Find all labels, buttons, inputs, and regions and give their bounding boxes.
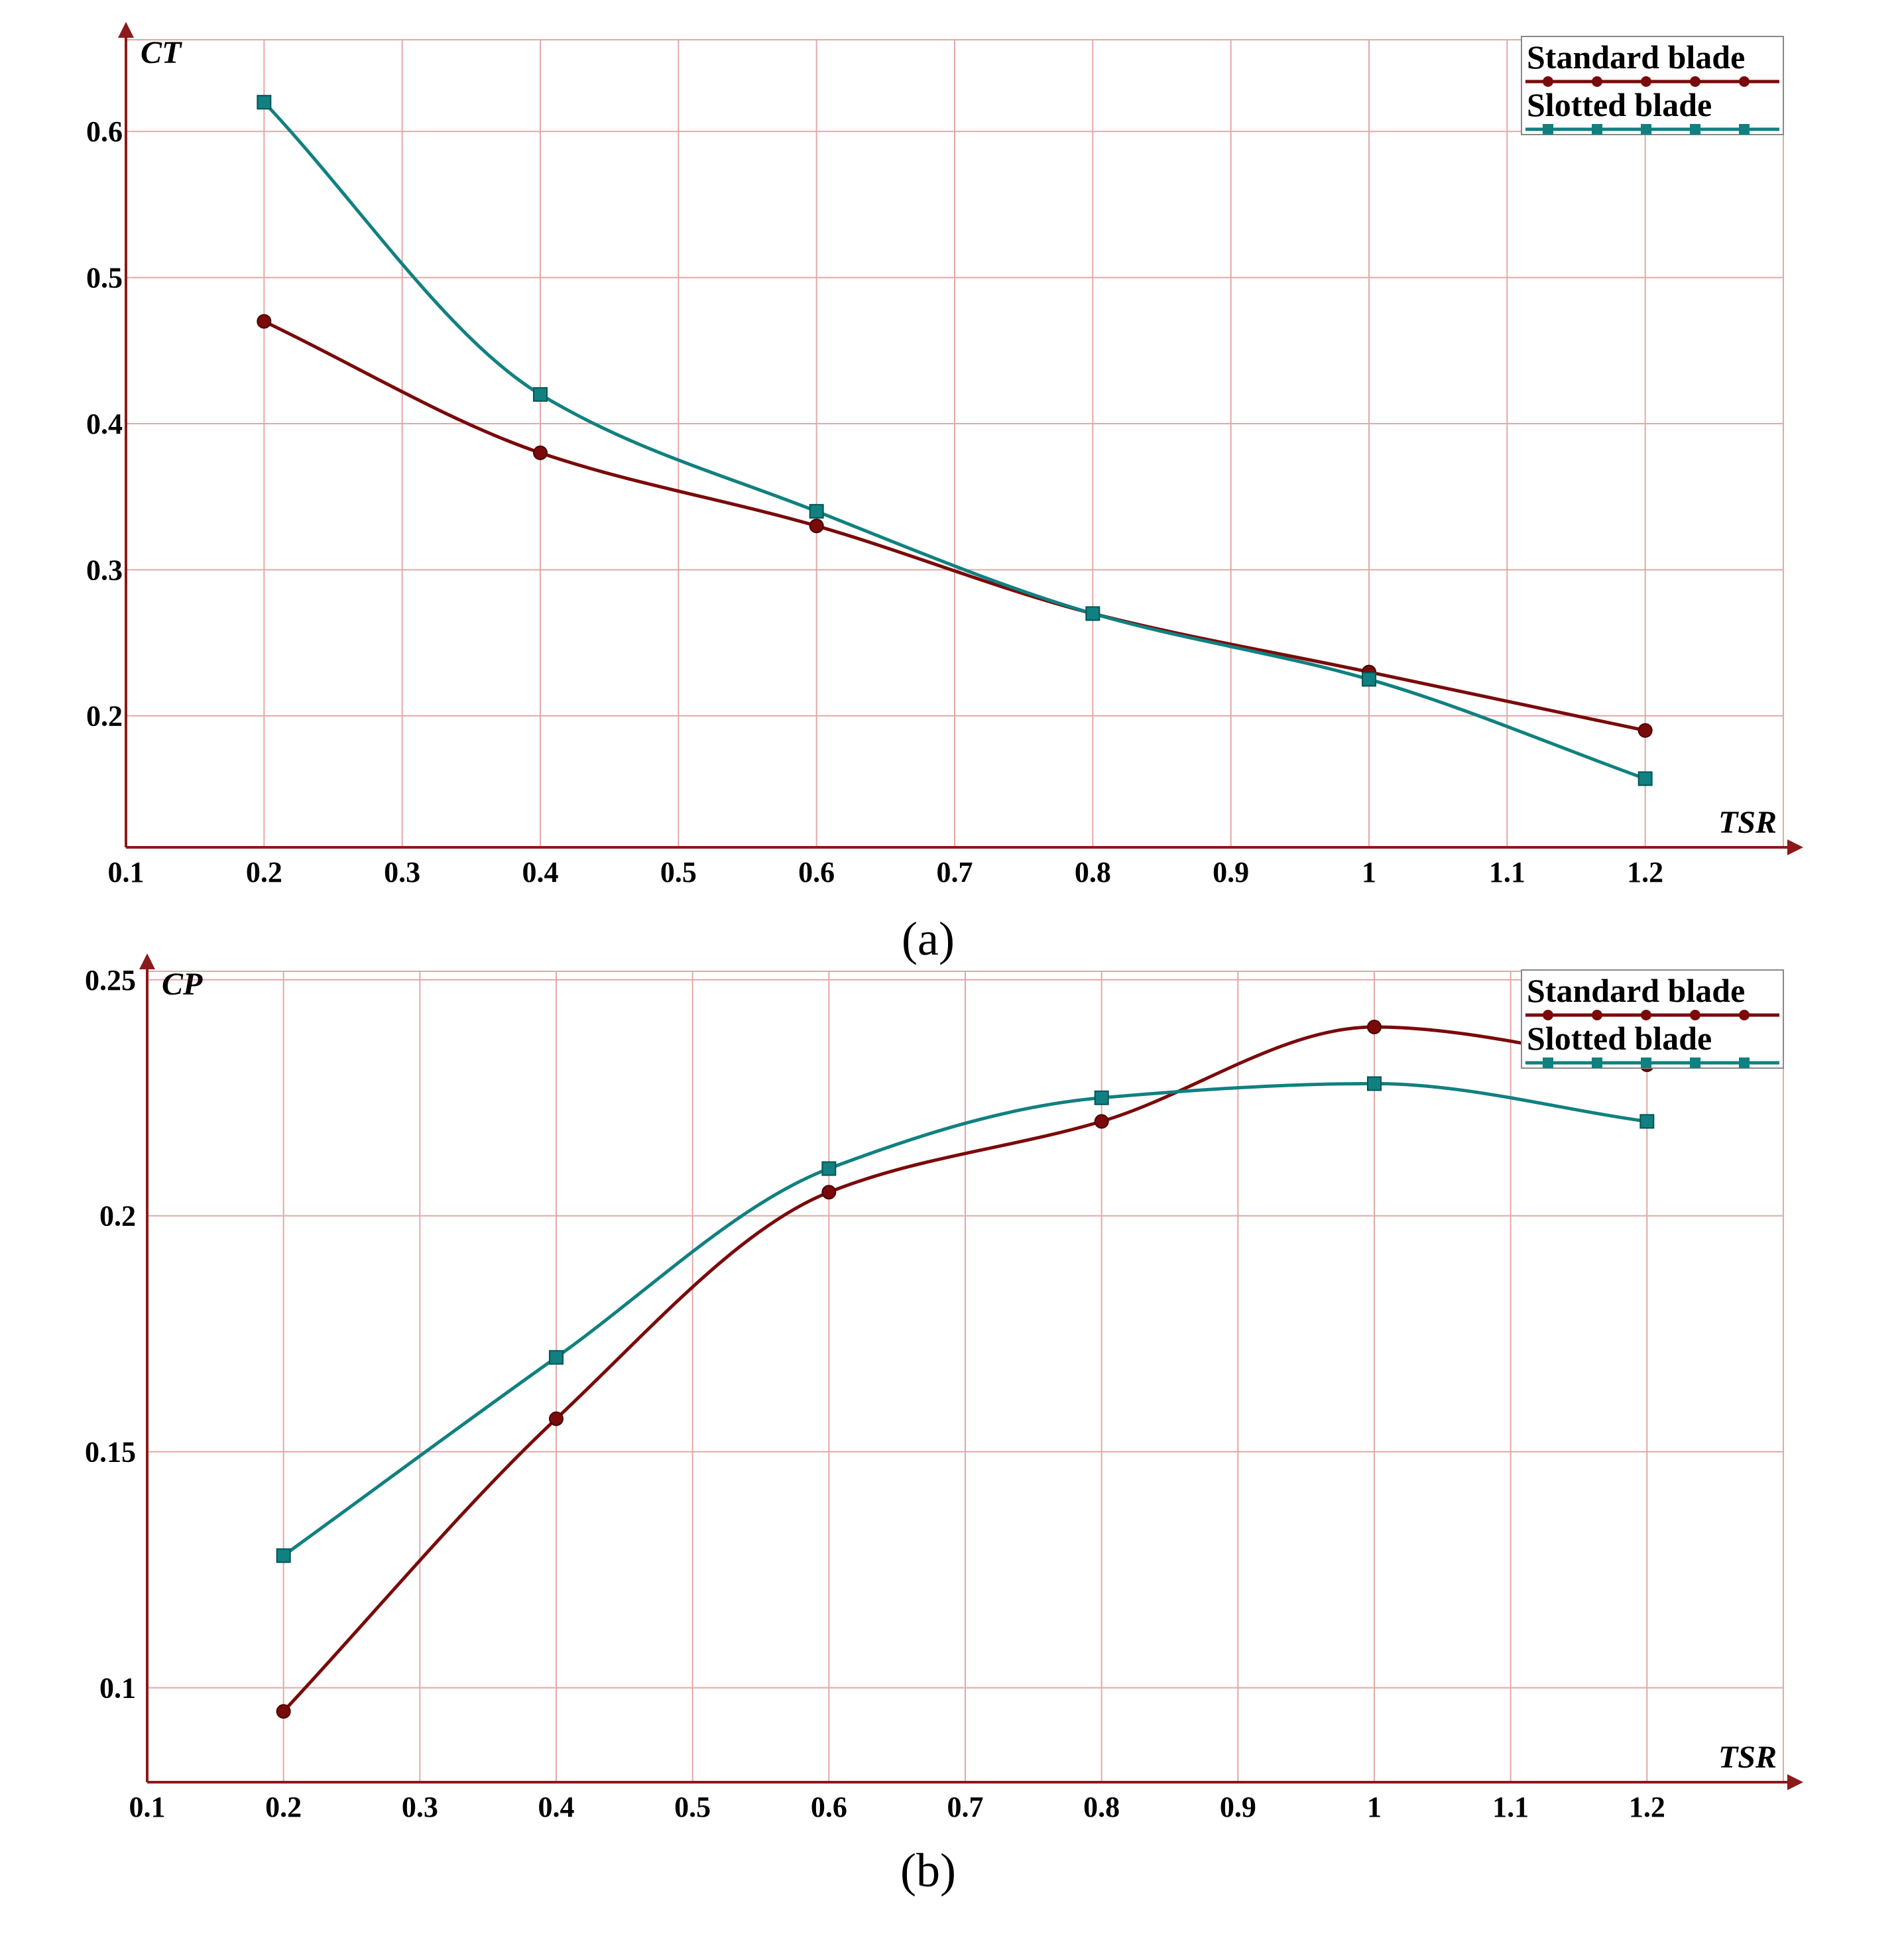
data-point-standard xyxy=(1367,1019,1382,1034)
legend-marker-square-icon xyxy=(1592,124,1602,135)
y-axis-arrow-icon xyxy=(118,22,134,38)
series-line-standard xyxy=(263,320,1646,733)
x-tick-label: 1.2 xyxy=(1627,856,1663,888)
x-tick-label: 0.2 xyxy=(246,856,282,888)
legend-marker-circle-icon xyxy=(1543,1010,1553,1020)
x-tick-label: 0.5 xyxy=(660,856,697,888)
legend-marker-circle-icon xyxy=(1641,76,1651,87)
ct-chart: 0.1 0.2 0.3 0.4 0.5 0.6 0.7 0.8 0.9 1 1.1 1.2 0.2 0.3… xyxy=(86,22,1803,965)
x-tick-label: 0.3 xyxy=(402,1791,438,1823)
legend-marker-square-icon xyxy=(1543,124,1553,135)
x-tick-label: 0.1 xyxy=(108,856,145,888)
legend-marker-circle-icon xyxy=(1641,1010,1651,1020)
legend-marker-circle-icon xyxy=(1739,1010,1750,1020)
y-tick-label: 0.1 xyxy=(99,1672,136,1705)
y-tick-label: 0.5 xyxy=(86,262,123,294)
legend-label: Slotted blade xyxy=(1527,86,1712,123)
legend-marker-square-icon xyxy=(1641,1058,1651,1068)
legend-marker-circle-icon xyxy=(1690,76,1700,87)
data-point-standard xyxy=(1094,1114,1109,1129)
y-tick-label: 0.2 xyxy=(86,700,123,733)
y-tick-label: 0.4 xyxy=(86,408,123,440)
x-tick-label: 0.2 xyxy=(265,1791,302,1823)
legend-label: Standard blade xyxy=(1527,972,1745,1009)
y-axis-arrow-icon xyxy=(139,953,155,969)
data-point-standard xyxy=(549,1411,564,1426)
data-point-standard xyxy=(257,314,272,329)
x-axis-arrow-icon xyxy=(1787,1774,1803,1790)
legend-marker-square-icon xyxy=(1543,1058,1553,1068)
legend-marker-square-icon xyxy=(1739,124,1750,135)
x-tick-label: 0.1 xyxy=(129,1791,166,1823)
data-point-standard xyxy=(533,446,548,461)
series-line-standard xyxy=(282,1025,1647,1713)
y-tick-label: 0.2 xyxy=(99,1200,136,1233)
legend-marker-square-icon xyxy=(1641,124,1651,135)
legend-marker-square-icon xyxy=(1739,1058,1750,1068)
x-tick-label: 0.7 xyxy=(947,1791,984,1823)
x-tick-label: 0.8 xyxy=(1075,856,1111,888)
legend-marker-circle-icon xyxy=(1543,76,1553,87)
figure-caption: (a) xyxy=(902,912,955,965)
legend-marker-square-icon xyxy=(1690,1058,1700,1068)
data-point-slotted xyxy=(1639,1114,1655,1129)
x-tick-label: 1.1 xyxy=(1492,1791,1529,1823)
y-axis-title: CT xyxy=(141,35,182,70)
legend-marker-square-icon xyxy=(1690,124,1700,135)
y-axis-title: CP xyxy=(162,967,203,1002)
data-point-slotted xyxy=(809,504,824,519)
x-tick-label: 1.2 xyxy=(1629,1791,1665,1823)
x-axis-title: TSR xyxy=(1718,1740,1777,1775)
x-tick-label: 1.1 xyxy=(1489,856,1525,888)
cp-chart: 0.1 0.2 0.3 0.4 0.5 0.6 0.7 0.8 0.9 1 1.1 1.2 0.1 0.1… xyxy=(85,953,1803,1897)
data-point-slotted xyxy=(549,1350,564,1365)
y-tick-label: 0.15 xyxy=(85,1436,136,1469)
x-tick-label: 0.6 xyxy=(798,856,835,888)
y-tick-label: 0.3 xyxy=(86,554,123,586)
legend-box xyxy=(1521,36,1784,135)
x-tick-label: 0.8 xyxy=(1083,1791,1120,1823)
x-tick-label: 1 xyxy=(1367,1791,1382,1823)
figure-caption: (b) xyxy=(900,1844,956,1897)
data-point-standard xyxy=(821,1185,837,1200)
data-point-slotted xyxy=(276,1548,291,1563)
legend-label: Slotted blade xyxy=(1527,1020,1712,1057)
series-line-slotted xyxy=(282,1081,1647,1557)
series-line-slotted xyxy=(263,101,1646,780)
x-axis-title: TSR xyxy=(1718,805,1777,840)
x-tick-label: 0.7 xyxy=(937,856,973,888)
y-tick-label: 0.25 xyxy=(85,964,136,997)
legend-marker-circle-icon xyxy=(1690,1010,1700,1020)
x-tick-label: 0.9 xyxy=(1213,856,1249,888)
legend-marker-circle-icon xyxy=(1592,1010,1602,1020)
x-axis-arrow-icon xyxy=(1787,839,1803,855)
data-point-standard xyxy=(276,1704,291,1719)
x-tick-label: 0.4 xyxy=(522,856,559,888)
data-point-standard xyxy=(1637,723,1653,738)
data-point-slotted xyxy=(257,95,272,110)
legend-box xyxy=(1521,969,1784,1069)
x-tick-label: 0.6 xyxy=(811,1791,847,1823)
data-point-slotted xyxy=(1094,1090,1109,1105)
legend-label: Standard blade xyxy=(1527,38,1745,76)
data-point-standard xyxy=(809,518,824,534)
legend-marker-circle-icon xyxy=(1592,76,1602,87)
x-tick-label: 1 xyxy=(1362,856,1376,888)
y-tick-label: 0.6 xyxy=(86,115,123,148)
legend-marker-circle-icon xyxy=(1739,76,1750,87)
x-tick-label: 0.3 xyxy=(384,856,420,888)
x-tick-label: 0.9 xyxy=(1220,1791,1256,1823)
data-point-slotted xyxy=(821,1161,837,1176)
data-point-slotted xyxy=(1362,672,1376,687)
x-tick-label: 0.4 xyxy=(538,1791,575,1823)
x-tick-label: 0.5 xyxy=(674,1791,711,1823)
data-point-slotted xyxy=(1367,1076,1382,1091)
data-point-slotted xyxy=(1637,771,1653,786)
data-point-slotted xyxy=(1085,606,1101,621)
legend-marker-square-icon xyxy=(1592,1058,1602,1068)
data-point-slotted xyxy=(533,387,548,402)
